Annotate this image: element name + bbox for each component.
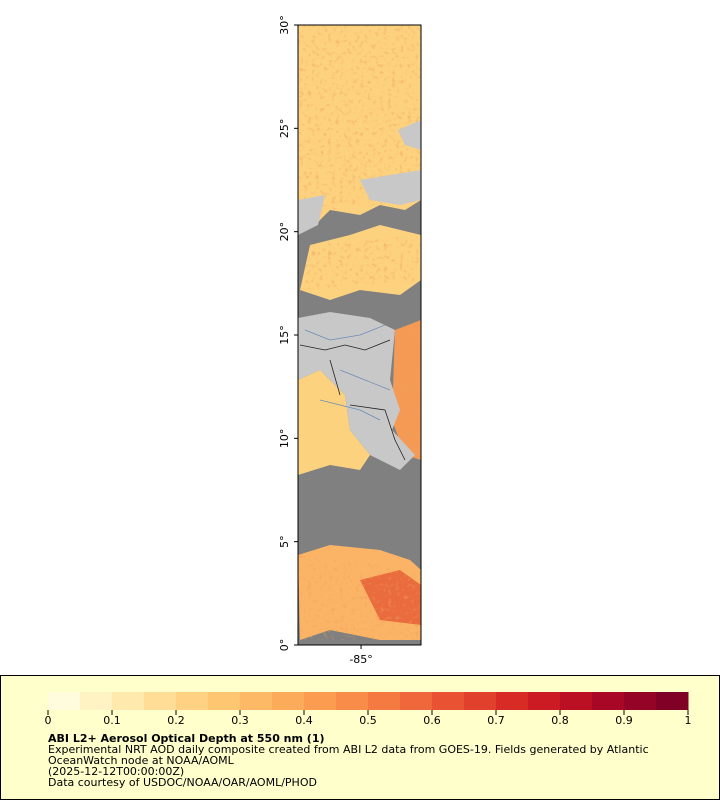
- lat-tick-label: 30°: [278, 15, 291, 35]
- colorbar-step: [48, 692, 81, 710]
- map-axes: 0° 5° 10° 15° 20° 25° 30° -85°: [278, 15, 373, 666]
- lat-tick-label: 0°: [278, 639, 291, 652]
- colorbar-step: [368, 692, 401, 710]
- lat-tick-label: 15°: [278, 325, 291, 345]
- colorbar-step: [464, 692, 497, 710]
- legend-line: Experimental NRT AOD daily composite cre…: [48, 743, 649, 756]
- colorbar-step: [144, 692, 177, 710]
- legend-line: OceanWatch node at NOAA/AOML: [48, 754, 235, 767]
- colorbar-step: [240, 692, 273, 710]
- colorbar-step: [336, 692, 369, 710]
- colorbar-step: [80, 692, 113, 710]
- colorbar-tick-label: 0.8: [551, 714, 569, 727]
- legend-line: Data courtesy of USDOC/NOAA/OAR/AOML/PHO…: [48, 776, 317, 789]
- colorbar-step: [304, 692, 337, 710]
- lon-tick-label: -85°: [349, 653, 372, 666]
- colorbar-step: [528, 692, 561, 710]
- colorbar-tick-label: 0.2: [167, 714, 185, 727]
- lat-tick-label: 25°: [278, 119, 291, 139]
- colorbar-tick-label: 0.6: [423, 714, 441, 727]
- lat-tick-label: 10°: [278, 429, 291, 449]
- colorbar-tick-label: 0.3: [231, 714, 249, 727]
- colorbar: 0 0.1 0.2 0.3 0.4 0.5 0.6 0.7 0.8 0.9 1: [45, 692, 692, 727]
- legend-line: (2025-12-12T00:00:00Z): [48, 765, 184, 778]
- colorbar-step: [208, 692, 241, 710]
- colorbar-step: [592, 692, 625, 710]
- lat-tick-label: 20°: [278, 222, 291, 242]
- colorbar-tick-label: 0.1: [103, 714, 121, 727]
- colorbar-step: [176, 692, 209, 710]
- colorbar-step: [624, 692, 657, 710]
- colorbar-step: [496, 692, 529, 710]
- colorbar-tick-label: 0.9: [615, 714, 633, 727]
- colorbar-step: [272, 692, 305, 710]
- colorbar-step: [400, 692, 433, 710]
- colorbar-tick-label: 0: [45, 714, 52, 727]
- colorbar-tick-label: 1: [685, 714, 692, 727]
- colorbar-tick-label: 0.5: [359, 714, 377, 727]
- lat-tick-label: 5°: [278, 535, 291, 548]
- colorbar-step: [432, 692, 465, 710]
- map-image: [298, 25, 421, 645]
- colorbar-tick-label: 0.7: [487, 714, 505, 727]
- legend-title: ABI L2+ Aerosol Optical Depth at 550 nm …: [48, 732, 325, 745]
- colorbar-tick-label: 0.4: [295, 714, 313, 727]
- colorbar-step: [112, 692, 145, 710]
- colorbar-step: [656, 692, 689, 710]
- colorbar-step: [560, 692, 593, 710]
